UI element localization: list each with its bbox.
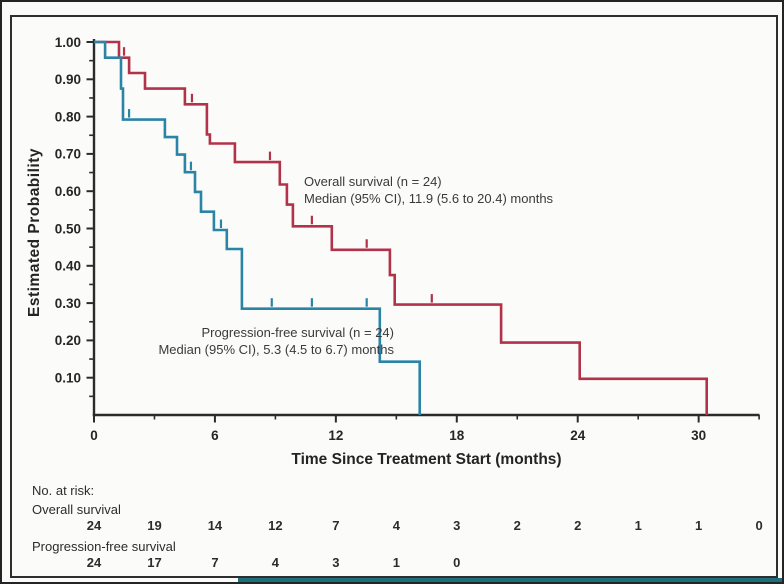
risk-value: 3 bbox=[332, 555, 339, 570]
risk-value: 7 bbox=[211, 555, 218, 570]
progression-free-annotation: Progression-free survival (n = 24) Media… bbox=[128, 324, 394, 358]
risk-value: 4 bbox=[272, 555, 280, 570]
x-tick-label: 30 bbox=[691, 428, 706, 443]
y-tick-label: 0.80 bbox=[55, 109, 81, 124]
y-tick-label: 0.70 bbox=[55, 147, 81, 162]
os-survival-curve bbox=[94, 40, 708, 415]
risk-row-label-progression-free: Progression-free survival bbox=[32, 539, 176, 554]
risk-value: 0 bbox=[453, 555, 460, 570]
risk-value: 7 bbox=[332, 518, 339, 533]
risk-value: 1 bbox=[635, 518, 642, 533]
os-annotation-line1: Overall survival (n = 24) bbox=[304, 174, 442, 189]
x-tick-label: 6 bbox=[211, 428, 219, 443]
pfs-annotation-line2: Median (95% CI), 5.3 (4.5 to 6.7) months bbox=[158, 342, 394, 357]
risk-value: 17 bbox=[147, 555, 161, 570]
risk-value: 12 bbox=[268, 518, 282, 533]
y-tick-label: 0.90 bbox=[55, 72, 81, 87]
os-annotation-line2: Median (95% CI), 11.9 (5.6 to 20.4) mont… bbox=[304, 191, 554, 206]
risk-value: 0 bbox=[755, 518, 762, 533]
x-tick-label: 18 bbox=[449, 428, 465, 443]
risk-row-label-overall-survival: Overall survival bbox=[32, 502, 121, 517]
risk-value: 19 bbox=[147, 518, 161, 533]
y-tick-label: 0.10 bbox=[55, 371, 81, 386]
y-tick-label: 1.00 bbox=[55, 35, 81, 50]
y-tick-label: 0.50 bbox=[55, 221, 81, 236]
y-tick-label: 0.30 bbox=[55, 296, 81, 311]
risk-value: 14 bbox=[208, 518, 223, 533]
x-tick-label: 24 bbox=[570, 428, 586, 443]
risk-value: 2 bbox=[514, 518, 521, 533]
overall-survival-annotation: Overall survival (n = 24) Median (95% CI… bbox=[304, 173, 553, 207]
y-axis-title: Estimated Probability bbox=[26, 148, 43, 317]
risk-value: 1 bbox=[695, 518, 702, 533]
risk-value: 3 bbox=[453, 518, 460, 533]
risk-table-header: No. at risk: bbox=[32, 483, 95, 498]
risk-value: 24 bbox=[87, 555, 102, 570]
bottom-teal-strip bbox=[238, 578, 782, 582]
x-tick-label: 0 bbox=[90, 428, 98, 443]
risk-value: 24 bbox=[87, 518, 102, 533]
x-axis-title: Time Since Treatment Start (months) bbox=[291, 451, 562, 468]
risk-value: 1 bbox=[393, 555, 400, 570]
pfs-survival-curve bbox=[94, 40, 421, 415]
y-tick-label: 0.60 bbox=[55, 184, 81, 199]
pfs-annotation-line1: Progression-free survival (n = 24) bbox=[201, 325, 394, 340]
y-tick-label: 0.20 bbox=[55, 333, 81, 348]
y-tick-label: 0.40 bbox=[55, 259, 81, 274]
risk-value: 4 bbox=[393, 518, 401, 533]
x-tick-label: 12 bbox=[328, 428, 343, 443]
risk-value: 2 bbox=[574, 518, 581, 533]
